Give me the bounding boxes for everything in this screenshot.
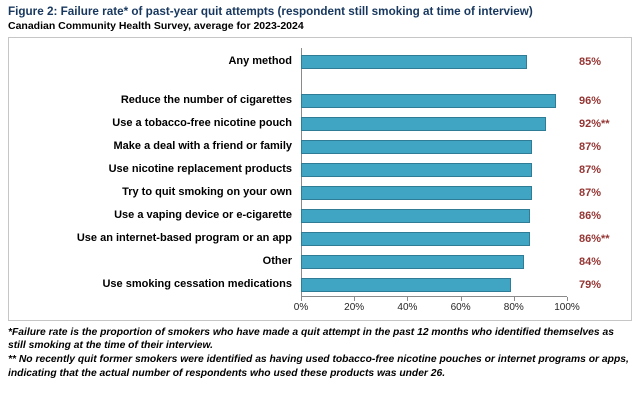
chart-row: Try to quit smoking on your own 87% [13, 181, 627, 204]
category-label: Reduce the number of cigarettes [120, 93, 292, 106]
tick-mark [407, 297, 409, 301]
tick-label: 40% [397, 302, 418, 313]
bar-track [301, 231, 567, 246]
bar [301, 254, 525, 269]
value-label: 87% [579, 186, 602, 199]
value-label: 84% [579, 255, 602, 268]
tick-label: 0% [293, 302, 309, 313]
chart-row: Any method 85% [13, 50, 627, 73]
footnotes: *Failure rate is the proportion of smoke… [8, 326, 632, 380]
tick-mark [567, 297, 568, 301]
row-gap [13, 73, 627, 89]
bar [301, 139, 533, 154]
footnote-1: *Failure rate is the proportion of smoke… [8, 327, 614, 352]
value-label: 92%** [579, 117, 610, 130]
tick-label: 20% [344, 302, 365, 313]
bar-track [301, 54, 567, 69]
bar-track [301, 185, 567, 200]
value-label: 87% [579, 163, 602, 176]
value-label: 85% [579, 55, 602, 68]
tick-mark [513, 297, 515, 301]
bar-track [301, 139, 567, 154]
chart-title: Figure 2: Failure rate* of past-year qui… [8, 5, 533, 18]
bar [301, 116, 546, 131]
chart-row: Use an internet-based program or an app 8… [13, 227, 627, 250]
category-label: Any method [228, 54, 292, 67]
bar [301, 208, 530, 223]
category-label: Use an internet-based program or an app [76, 231, 292, 244]
tick-label: 80% [503, 302, 524, 313]
category-label: Make a deal with a friend or family [113, 139, 293, 152]
bar [301, 185, 533, 200]
value-label: 86% [579, 209, 602, 222]
axis-spacer-left [13, 296, 301, 318]
bar-track [301, 277, 567, 292]
x-axis-row: 0% 20% 40% 60% 80% 100% [13, 296, 627, 318]
tick-label: 60% [450, 302, 471, 313]
chart-row: Use a vaping device or e-cigarette 86% [13, 204, 627, 227]
footnote-2: ** No recently quit former smokers were … [8, 354, 629, 379]
chart-row: Use smoking cessation medications 79% [13, 273, 627, 296]
tick-mark [354, 297, 356, 301]
tick-label: 100% [554, 302, 580, 313]
chart-row: Reduce the number of cigarettes 96% [13, 89, 627, 112]
chart-row: Use nicotine replacement products 87% [13, 158, 627, 181]
chart-row: Other 84% [13, 250, 627, 273]
tick-mark [301, 297, 302, 301]
x-axis: 0% 20% 40% 60% 80% 100% [294, 296, 580, 318]
chart-area: Any method 85% Reduce the number of cigare… [8, 37, 632, 321]
tick-mark [460, 297, 462, 301]
value-label: 96% [579, 94, 602, 107]
bar-track [301, 93, 567, 108]
bar [301, 93, 557, 108]
bar-track [301, 208, 567, 223]
value-label: 86%** [579, 232, 610, 245]
category-label: Use a vaping device or e-cigarette [114, 208, 292, 221]
chart-rows: Any method 85% Reduce the number of cigare… [13, 48, 627, 296]
bar-track [301, 162, 567, 177]
value-label: 79% [579, 278, 602, 291]
bar [301, 54, 528, 69]
bar [301, 277, 512, 292]
category-label: Use smoking cessation medications [102, 277, 292, 290]
bar-track [301, 254, 567, 269]
category-label: Other [262, 254, 292, 267]
category-label: Try to quit smoking on your own [122, 185, 292, 198]
bar [301, 162, 533, 177]
chart-row: Use a tobacco-free nicotine pouch 92%** [13, 112, 627, 135]
value-label: 87% [579, 140, 602, 153]
bar [301, 231, 530, 246]
category-label: Use a tobacco-free nicotine pouch [112, 116, 292, 129]
chart-row: Make a deal with a friend or family 87% [13, 135, 627, 158]
chart-subtitle: Canadian Community Health Survey, averag… [8, 20, 304, 32]
bar-track [301, 116, 567, 131]
category-label: Use nicotine replacement products [108, 162, 292, 175]
